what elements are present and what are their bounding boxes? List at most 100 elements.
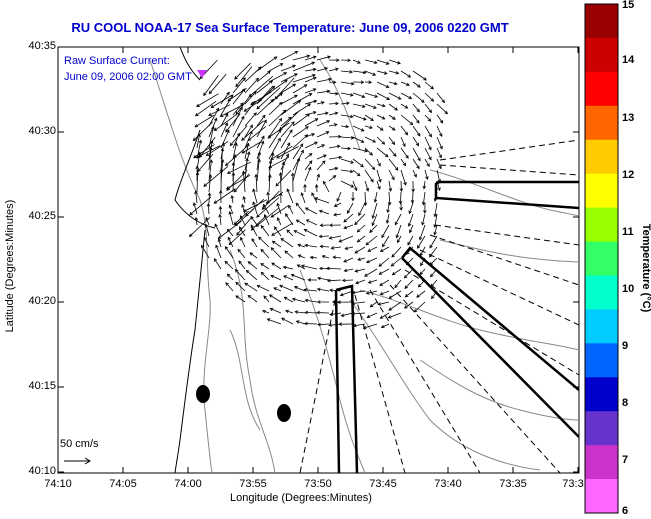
- current-vector: [343, 257, 354, 263]
- current-vector-head: [316, 300, 321, 304]
- current-vector: [419, 268, 426, 275]
- current-vector: [364, 268, 378, 277]
- current-vector-head: [293, 285, 298, 290]
- xtick-label: 74:00: [174, 478, 202, 490]
- current-vector-head: [260, 263, 264, 267]
- current-vector: [352, 136, 364, 143]
- current-vector-head: [278, 117, 283, 122]
- current-vector-head: [338, 134, 342, 139]
- current-vector-head: [321, 255, 326, 259]
- current-vector-head: [343, 218, 347, 223]
- current-vector-head: [217, 238, 222, 243]
- current-vector-head: [276, 155, 280, 159]
- current-vector: [270, 247, 282, 259]
- current-vector-head: [362, 104, 366, 108]
- sector-outline: [335, 284, 359, 473]
- current-vector: [280, 65, 296, 72]
- current-vector: [320, 245, 330, 248]
- current-vector-head: [208, 146, 213, 151]
- current-vector: [388, 81, 398, 85]
- current-vector-head: [314, 141, 318, 145]
- current-vector: [322, 255, 330, 259]
- current-vector: [392, 268, 402, 276]
- current-vector-head: [304, 134, 309, 138]
- current-vector-head: [225, 128, 229, 133]
- colorbar-tick: 7: [622, 454, 629, 466]
- current-vector: [328, 112, 338, 116]
- radial-line: [439, 139, 579, 161]
- current-vector: [424, 136, 432, 150]
- current-vector-head: [311, 192, 315, 196]
- current-vector-head: [358, 212, 362, 217]
- current-vector: [304, 100, 317, 105]
- current-vector: [376, 169, 382, 183]
- current-vector: [343, 213, 354, 223]
- current-vector-head: [268, 294, 273, 298]
- current-vector: [244, 282, 258, 292]
- current-vector-head: [307, 103, 312, 107]
- current-vector-head: [276, 217, 281, 221]
- legend-line-2: June 09, 2006 02:00 GMT: [64, 71, 192, 83]
- current-vector: [213, 188, 236, 204]
- current-vector: [229, 211, 234, 226]
- current-vector-head: [335, 67, 339, 71]
- current-vector: [292, 93, 312, 105]
- current-vector: [250, 224, 258, 237]
- current-vector-head: [273, 226, 278, 230]
- current-vector: [339, 235, 354, 243]
- current-vector: [235, 269, 246, 281]
- current-vector: [292, 298, 306, 303]
- current-vector: [366, 257, 378, 263]
- current-vector: [376, 92, 390, 100]
- current-vector-head: [245, 213, 249, 217]
- current-vector-head: [357, 257, 362, 261]
- current-vector-head: [250, 101, 254, 106]
- current-vector: [412, 136, 419, 146]
- current-vector-head: [396, 239, 401, 244]
- colorbar-tick: 11: [622, 226, 634, 238]
- current-vector-head: [381, 103, 386, 108]
- current-vector-head: [388, 307, 393, 311]
- current-vector-head: [379, 248, 384, 252]
- current-vector-head: [285, 213, 289, 217]
- colorbar: [585, 4, 618, 514]
- current-vector-head: [333, 212, 337, 217]
- current-vector: [364, 103, 377, 109]
- current-vector-head: [303, 288, 308, 292]
- current-vector: [228, 229, 246, 245]
- current-vector-head: [360, 128, 365, 132]
- current-vector: [400, 191, 402, 204]
- current-vector-head: [419, 271, 423, 276]
- current-vector: [412, 114, 420, 124]
- current-vector-head: [366, 314, 371, 319]
- current-vector: [295, 202, 306, 215]
- current-vector-head: [239, 236, 244, 241]
- current-vector-head: [276, 202, 280, 207]
- current-vector: [304, 167, 312, 182]
- current-vector-head: [258, 98, 262, 103]
- current-vector: [196, 134, 200, 149]
- current-vector-head: [422, 185, 427, 190]
- current-vector-head: [404, 131, 409, 136]
- current-vector-head: [349, 114, 354, 119]
- current-vector-head: [350, 160, 355, 164]
- current-vector: [244, 112, 257, 127]
- current-vector: [434, 191, 438, 202]
- current-vector: [363, 323, 378, 329]
- current-vector: [317, 323, 330, 326]
- current-vector: [226, 169, 248, 191]
- current-vector-head: [365, 187, 370, 192]
- current-vector: [248, 75, 274, 97]
- current-vector: [277, 203, 282, 215]
- current-vector-head: [237, 248, 241, 253]
- current-vector: [280, 73, 298, 83]
- current-vector-head: [324, 111, 329, 116]
- current-vector: [261, 190, 280, 210]
- current-vector: [292, 61, 315, 72]
- current-vector-head: [362, 325, 367, 330]
- current-vector-head: [230, 194, 234, 199]
- current-vector: [232, 102, 244, 116]
- current-vector: [412, 81, 421, 88]
- current-vector-head: [405, 155, 409, 159]
- legend-line-1: Raw Surface Current:: [64, 55, 170, 67]
